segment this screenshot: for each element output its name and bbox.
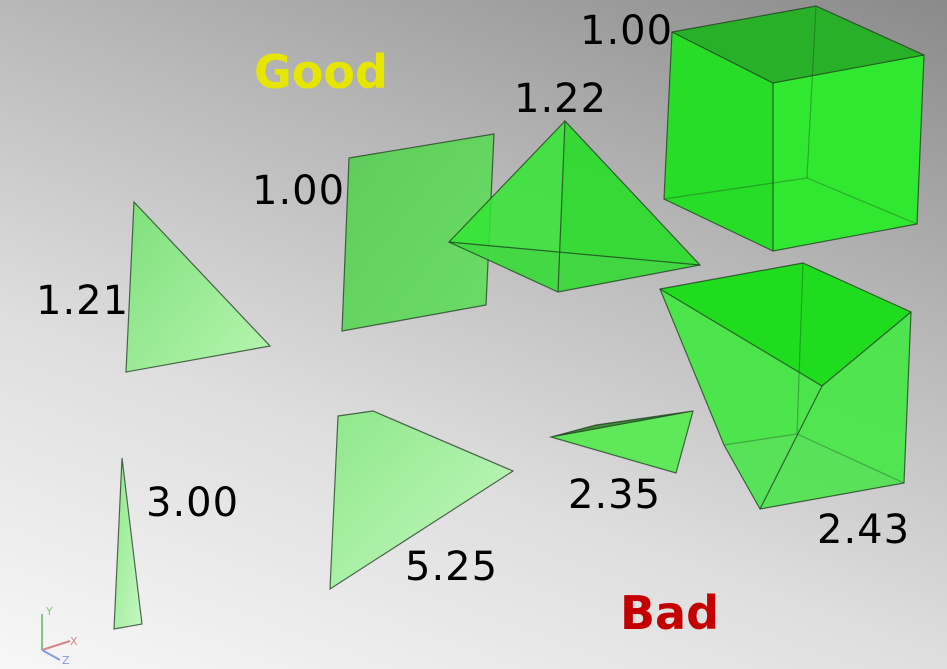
square-element-1-00	[341, 133, 495, 332]
axis-label-z: Z	[62, 654, 70, 667]
label-triangle-left: 1.21	[36, 278, 130, 324]
distorted-hexahedron-element-2-43	[659, 262, 912, 510]
triangle-element-1-21	[125, 200, 272, 373]
cube-element-1-00	[663, 5, 925, 252]
good-heading: Good	[254, 45, 388, 99]
label-cube: 1.00	[580, 8, 674, 54]
label-square: 1.00	[252, 168, 346, 214]
wide-triangle-element-5-25	[329, 410, 515, 591]
label-sliver-triangle: 3.00	[146, 480, 240, 526]
label-wide-triangle: 5.25	[405, 544, 499, 590]
sliver-triangle-element-3-00	[113, 457, 143, 630]
bad-heading: Bad	[620, 586, 720, 640]
axis-label-x: X	[70, 635, 78, 648]
label-flat-tetrahedron: 2.35	[568, 472, 662, 518]
flat-tetrahedron-element-2-35	[548, 410, 694, 474]
label-distorted-hexahedron: 2.43	[817, 507, 911, 553]
label-tetrahedron: 1.22	[514, 76, 608, 122]
axis-label-y: Y	[45, 605, 53, 618]
tetrahedron-element-1-22	[447, 119, 702, 293]
axis-triad-icon: Y X Z	[41, 605, 78, 667]
